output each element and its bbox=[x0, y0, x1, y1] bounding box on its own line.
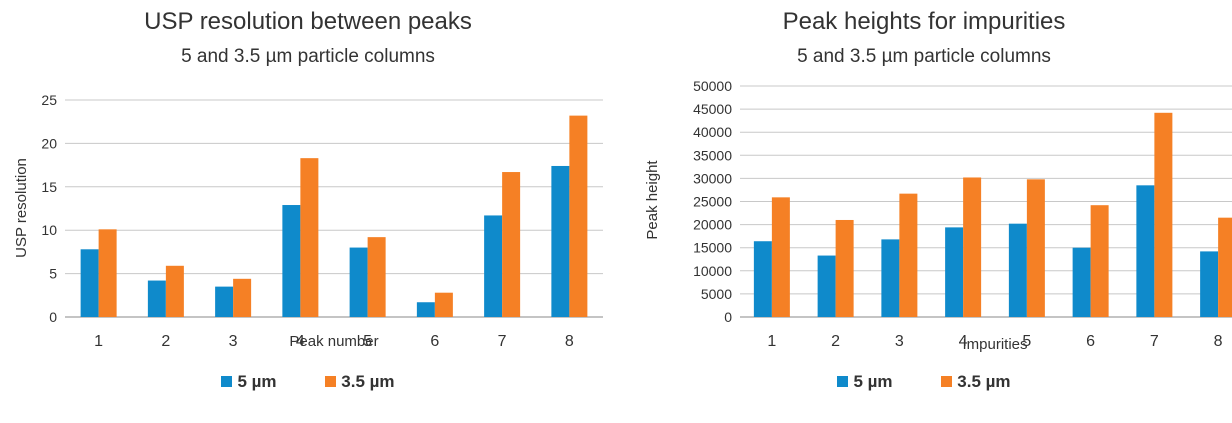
chart-subtitle: 5 and 3.5 µm particle columns bbox=[181, 46, 435, 67]
bar-3-5um bbox=[233, 278, 252, 317]
bar-5um bbox=[1136, 185, 1155, 317]
bar-3-5um bbox=[1090, 205, 1109, 317]
y-tick-label: 0 bbox=[724, 309, 732, 325]
bar-3-5um bbox=[165, 265, 184, 317]
legend-label-5um: 5 µm bbox=[853, 372, 893, 391]
chart-subtitle: 5 and 3.5 µm particle columns bbox=[797, 46, 1051, 67]
bar-3-5um bbox=[835, 219, 854, 317]
legend-label-3-5um: 3.5 µm bbox=[341, 372, 395, 391]
bar-5um bbox=[945, 227, 964, 317]
bar-3-5um bbox=[1026, 179, 1045, 317]
bar-3-5um bbox=[569, 115, 588, 318]
bar-3-5um bbox=[1154, 112, 1173, 318]
x-tick-label: 2 bbox=[161, 333, 170, 350]
x-tick-label: 5 bbox=[363, 333, 372, 350]
bar-5um bbox=[1200, 251, 1219, 317]
bar-5um bbox=[484, 215, 503, 317]
legend-item-5um: 5 µm bbox=[837, 372, 893, 392]
bar-5um bbox=[1072, 247, 1091, 317]
y-tick-label: 45000 bbox=[693, 101, 732, 117]
bar-5um bbox=[282, 205, 301, 317]
y-tick-label: 25000 bbox=[693, 194, 732, 210]
legend-swatch-3-5um bbox=[941, 376, 953, 387]
chart-plot: 0 5000 10000 15000 20000 25000 30000 35000 40000… bbox=[644, 78, 1232, 353]
bar-5um bbox=[1008, 223, 1027, 317]
chart-title: Peak heights for impurities bbox=[782, 8, 1066, 35]
bar-3-5um bbox=[300, 158, 319, 317]
chart-legend: 5 µm 3.5 µm bbox=[616, 372, 1232, 392]
bar-5um bbox=[881, 239, 900, 317]
bar-5um bbox=[349, 247, 368, 317]
y-tick-label: 50000 bbox=[693, 78, 732, 94]
legend-swatch-5um bbox=[837, 376, 849, 387]
y-tick-label: 20000 bbox=[693, 217, 732, 233]
bar-5um bbox=[753, 241, 772, 317]
x-axis-label: Impurities bbox=[962, 336, 1027, 353]
x-tick-label: 8 bbox=[1214, 333, 1223, 350]
bar-3-5um bbox=[899, 193, 918, 317]
legend-swatch-3-5um bbox=[325, 376, 337, 387]
x-tick-label: 1 bbox=[94, 333, 103, 350]
y-tick-label: 15000 bbox=[693, 240, 732, 256]
legend-item-5um: 5 µm bbox=[221, 372, 277, 392]
bar-5um bbox=[416, 302, 435, 317]
chart-legend: 5 µm 3.5 µm bbox=[0, 372, 616, 392]
chart-panel-peak-heights: Peak heights for impurities 5 and 3.5 µm… bbox=[616, 0, 1232, 423]
bar-5um bbox=[215, 286, 234, 317]
bar-3-5um bbox=[771, 197, 790, 317]
bar-3-5um bbox=[98, 229, 117, 317]
bar-5um bbox=[80, 249, 99, 317]
y-tick-label: 5000 bbox=[701, 286, 732, 302]
y-tick-label: 35000 bbox=[693, 147, 732, 163]
x-axis-label: Peak number bbox=[289, 333, 378, 350]
bar-5um bbox=[551, 165, 570, 317]
x-tick-label: 7 bbox=[498, 333, 507, 350]
y-tick-label: 10000 bbox=[693, 263, 732, 279]
x-tick-label: 4 bbox=[296, 333, 305, 350]
y-tick-label: 30000 bbox=[693, 170, 732, 186]
chart-plot: 0 5 10 15 20 25 1 2 3 4 5 6 7 8 Peak number USP resolut… bbox=[13, 92, 603, 350]
chart-title: USP resolution between peaks bbox=[144, 8, 472, 35]
x-tick-label: 4 bbox=[959, 333, 968, 350]
y-axis-label: USP resolution bbox=[13, 158, 30, 258]
y-axis-label: Peak height bbox=[644, 160, 661, 240]
chart-panel-resolution: USP resolution between peaks 5 and 3.5 µ… bbox=[0, 8, 616, 392]
x-tick-label: 6 bbox=[1086, 333, 1095, 350]
x-tick-label: 5 bbox=[1022, 333, 1031, 350]
legend-item-3-5um: 3.5 µm bbox=[325, 372, 395, 392]
y-tick-label: 5 bbox=[49, 266, 57, 282]
bar-3-5um bbox=[367, 237, 386, 317]
y-tick-label: 10 bbox=[41, 222, 57, 238]
bar-5um bbox=[147, 280, 166, 317]
bar-3-5um bbox=[434, 292, 453, 317]
legend-swatch-5um bbox=[221, 376, 233, 387]
bar-3-5um bbox=[502, 172, 521, 317]
y-tick-label: 15 bbox=[41, 179, 57, 195]
y-tick-label: 25 bbox=[41, 92, 57, 108]
x-tick-label: 7 bbox=[1150, 333, 1159, 350]
x-tick-label: 3 bbox=[229, 333, 238, 350]
y-tick-label: 0 bbox=[49, 309, 57, 325]
y-tick-label: 40000 bbox=[693, 124, 732, 140]
y-tick-label: 20 bbox=[41, 135, 57, 151]
legend-label-5um: 5 µm bbox=[237, 372, 277, 391]
x-tick-label: 2 bbox=[831, 333, 840, 350]
legend-item-3-5um: 3.5 µm bbox=[941, 372, 1011, 392]
bar-3-5um bbox=[1218, 217, 1232, 317]
x-tick-label: 8 bbox=[565, 333, 574, 350]
bar-5um bbox=[817, 255, 836, 317]
x-tick-label: 1 bbox=[767, 333, 776, 350]
x-tick-label: 3 bbox=[895, 333, 904, 350]
bar-3-5um bbox=[963, 177, 982, 317]
x-tick-label: 6 bbox=[430, 333, 439, 350]
legend-label-3-5um: 3.5 µm bbox=[957, 372, 1011, 391]
